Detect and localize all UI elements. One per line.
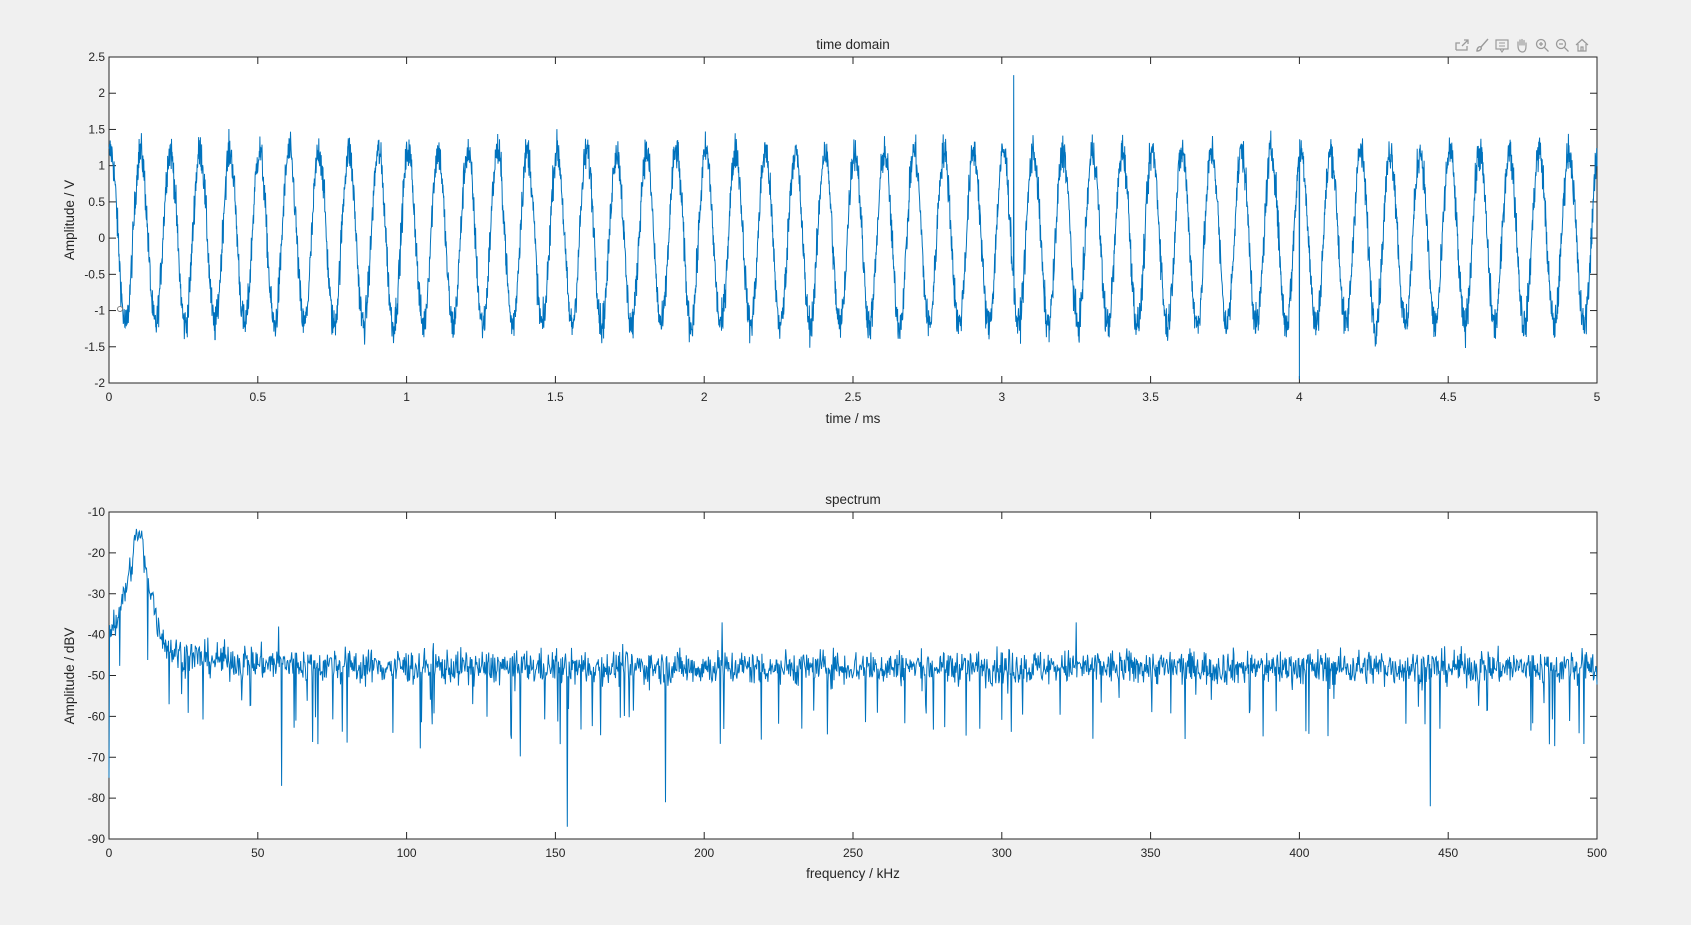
- x-tick-label: 2.5: [845, 390, 862, 404]
- x-tick-label: 3.5: [1142, 390, 1159, 404]
- y-tick-label: -1: [94, 304, 105, 318]
- x-tick-label: 450: [1438, 846, 1458, 860]
- x-tick-label: 1: [403, 390, 410, 404]
- x-tick-label: 250: [843, 846, 863, 860]
- x-tick-label: 400: [1289, 846, 1309, 860]
- x-tick-label: 4.5: [1440, 390, 1457, 404]
- y-tick-label: -60: [88, 709, 106, 723]
- x-tick-label: 0: [106, 846, 113, 860]
- y-tick-label: -40: [88, 628, 106, 642]
- x-tick-label: 350: [1141, 846, 1161, 860]
- x-tick-label: 3: [998, 390, 1005, 404]
- datatip-marker[interactable]: [117, 306, 123, 312]
- x-tick-label: 50: [251, 846, 265, 860]
- home-icon[interactable]: [1573, 36, 1591, 54]
- y-tick-label: -1.5: [84, 340, 105, 354]
- spectrum-line: [108, 528, 1598, 827]
- x-tick-label: 200: [694, 846, 714, 860]
- axes-toolbar: [1453, 36, 1591, 54]
- time-domain-xlabel: time / ms: [826, 411, 881, 426]
- x-tick-label: 100: [397, 846, 417, 860]
- x-tick-label: 0.5: [249, 390, 266, 404]
- y-tick-label: 1: [98, 159, 105, 173]
- time-domain-ylabel: Amplitude / V: [62, 180, 77, 260]
- spectrum-ylabel: Amplitude / dBV: [62, 628, 77, 725]
- spectrum-title: spectrum: [825, 492, 881, 507]
- x-tick-label: 2: [701, 390, 708, 404]
- y-tick-label: 0: [98, 231, 105, 245]
- zoom-in-icon[interactable]: [1533, 36, 1551, 54]
- x-tick-label: 150: [545, 846, 565, 860]
- y-tick-label: -70: [88, 750, 106, 764]
- y-tick-label: 2: [98, 86, 105, 100]
- pan-hand-icon[interactable]: [1513, 36, 1531, 54]
- x-tick-label: 500: [1587, 846, 1607, 860]
- y-tick-label: -80: [88, 791, 106, 805]
- brush-icon[interactable]: [1473, 36, 1491, 54]
- x-tick-label: 5: [1594, 390, 1601, 404]
- x-tick-label: 0: [106, 390, 113, 404]
- y-tick-label: -0.5: [84, 267, 105, 281]
- datatip-icon[interactable]: [1493, 36, 1511, 54]
- x-tick-label: 1.5: [547, 390, 564, 404]
- spectrum-xlabel: frequency / kHz: [806, 866, 900, 881]
- export-icon[interactable]: [1453, 36, 1471, 54]
- y-tick-label: -90: [88, 832, 106, 846]
- y-tick-label: -20: [88, 546, 106, 560]
- time-domain-line: [108, 75, 1598, 380]
- time-domain-title: time domain: [816, 37, 890, 52]
- y-tick-label: 0.5: [88, 195, 105, 209]
- x-tick-label: 300: [992, 846, 1012, 860]
- zoom-out-icon[interactable]: [1553, 36, 1571, 54]
- y-tick-label: -2: [94, 376, 105, 390]
- spectrum-ticks: 0 50 100 150 200 250 300 350 400 450 500 -90 -80 -70 -…: [88, 505, 1608, 860]
- spectrum-axes[interactable]: spectrum frequency / kHz Amplitude / dBV…: [62, 492, 1607, 881]
- x-tick-label: 4: [1296, 390, 1303, 404]
- y-tick-label: -10: [88, 505, 106, 519]
- y-tick-label: 2.5: [88, 50, 105, 64]
- y-tick-label: -50: [88, 669, 106, 683]
- time-domain-axes[interactable]: time domain time / ms Amplitude / V 0 0.5…: [62, 37, 1601, 426]
- time-domain-ticks: 0 0.5 1 1.5 2 2.5 3 3.5 4 4.5 5 -2 -1.5 -1 -0.5 0 0.5 1 1.…: [84, 50, 1600, 404]
- time-domain-plot-area[interactable]: [108, 56, 1598, 384]
- y-tick-label: -30: [88, 587, 106, 601]
- y-tick-label: 1.5: [88, 122, 105, 136]
